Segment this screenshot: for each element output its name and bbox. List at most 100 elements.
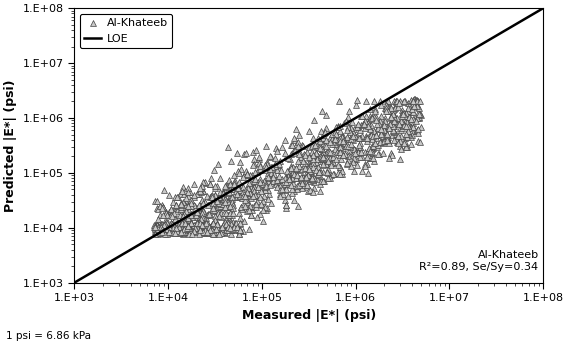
- Al-Khateeb: [222, 222, 231, 227]
- Al-Khateeb: [325, 139, 335, 144]
- Al-Khateeb: [389, 111, 398, 117]
- Al-Khateeb: [316, 168, 325, 174]
- Al-Khateeb: [415, 98, 424, 104]
- Al-Khateeb: [199, 225, 208, 230]
- Al-Khateeb: [335, 128, 344, 133]
- Al-Khateeb: [389, 110, 398, 116]
- Al-Khateeb: [197, 211, 206, 216]
- Al-Khateeb: [244, 190, 253, 196]
- Al-Khateeb: [374, 125, 383, 131]
- Al-Khateeb: [387, 115, 396, 120]
- Al-Khateeb: [190, 206, 199, 211]
- Al-Khateeb: [202, 225, 211, 230]
- Al-Khateeb: [194, 227, 203, 233]
- Al-Khateeb: [337, 168, 346, 174]
- Al-Khateeb: [157, 227, 166, 232]
- Al-Khateeb: [407, 106, 416, 111]
- Al-Khateeb: [311, 159, 320, 165]
- Al-Khateeb: [207, 223, 216, 229]
- Al-Khateeb: [375, 98, 384, 104]
- Al-Khateeb: [168, 221, 177, 227]
- Al-Khateeb: [166, 213, 175, 218]
- Al-Khateeb: [243, 189, 252, 195]
- Al-Khateeb: [267, 154, 276, 160]
- Al-Khateeb: [366, 126, 375, 131]
- Al-Khateeb: [298, 174, 307, 179]
- Al-Khateeb: [211, 227, 220, 232]
- Al-Khateeb: [382, 137, 391, 142]
- Al-Khateeb: [410, 99, 419, 104]
- Al-Khateeb: [309, 177, 318, 182]
- Al-Khateeb: [377, 113, 386, 118]
- Al-Khateeb: [288, 180, 297, 186]
- Al-Khateeb: [260, 193, 269, 199]
- Al-Khateeb: [380, 116, 389, 121]
- Al-Khateeb: [161, 228, 170, 234]
- Al-Khateeb: [167, 223, 176, 229]
- Al-Khateeb: [295, 151, 304, 156]
- Al-Khateeb: [307, 150, 316, 155]
- Al-Khateeb: [294, 158, 303, 164]
- Al-Khateeb: [158, 204, 168, 210]
- Al-Khateeb: [400, 112, 410, 117]
- Al-Khateeb: [388, 115, 397, 120]
- Al-Khateeb: [214, 196, 223, 201]
- Al-Khateeb: [394, 141, 403, 146]
- Al-Khateeb: [236, 189, 245, 194]
- Al-Khateeb: [382, 139, 391, 144]
- Al-Khateeb: [392, 98, 401, 104]
- Al-Khateeb: [283, 172, 293, 177]
- Al-Khateeb: [186, 223, 195, 228]
- Al-Khateeb: [362, 161, 371, 167]
- Al-Khateeb: [187, 227, 196, 233]
- Al-Khateeb: [398, 107, 407, 113]
- Al-Khateeb: [190, 212, 199, 217]
- Al-Khateeb: [291, 138, 300, 143]
- Al-Khateeb: [223, 186, 232, 191]
- Al-Khateeb: [403, 106, 412, 111]
- Al-Khateeb: [293, 203, 302, 209]
- Al-Khateeb: [273, 167, 282, 173]
- Al-Khateeb: [360, 121, 369, 127]
- Al-Khateeb: [222, 210, 231, 215]
- Al-Khateeb: [169, 228, 178, 233]
- Al-Khateeb: [317, 155, 326, 160]
- Al-Khateeb: [347, 119, 356, 125]
- Al-Khateeb: [231, 191, 240, 197]
- Al-Khateeb: [173, 226, 182, 232]
- Al-Khateeb: [384, 100, 393, 105]
- Al-Khateeb: [346, 163, 355, 169]
- Al-Khateeb: [315, 156, 324, 162]
- Al-Khateeb: [163, 228, 172, 233]
- Al-Khateeb: [261, 143, 270, 149]
- Al-Khateeb: [221, 184, 230, 189]
- Al-Khateeb: [390, 137, 399, 142]
- Al-Khateeb: [266, 201, 275, 206]
- Al-Khateeb: [339, 139, 348, 144]
- Al-Khateeb: [242, 171, 251, 176]
- Al-Khateeb: [203, 226, 212, 232]
- Al-Khateeb: [224, 213, 233, 218]
- Al-Khateeb: [236, 227, 245, 232]
- Al-Khateeb: [237, 206, 246, 212]
- Al-Khateeb: [151, 222, 160, 228]
- Al-Khateeb: [154, 231, 163, 236]
- Al-Khateeb: [166, 229, 175, 234]
- Al-Khateeb: [355, 154, 364, 159]
- Al-Khateeb: [329, 139, 338, 144]
- Al-Khateeb: [240, 193, 249, 199]
- Al-Khateeb: [205, 224, 214, 229]
- Al-Khateeb: [172, 216, 181, 222]
- Al-Khateeb: [236, 221, 245, 227]
- Al-Khateeb: [416, 125, 425, 130]
- Al-Khateeb: [183, 193, 193, 199]
- Al-Khateeb: [151, 226, 160, 232]
- Al-Khateeb: [321, 137, 331, 143]
- Al-Khateeb: [159, 204, 168, 210]
- Al-Khateeb: [282, 168, 291, 174]
- Al-Khateeb: [156, 228, 165, 234]
- Al-Khateeb: [344, 125, 353, 130]
- Al-Khateeb: [282, 175, 291, 181]
- Al-Khateeb: [321, 150, 330, 155]
- Al-Khateeb: [224, 212, 233, 218]
